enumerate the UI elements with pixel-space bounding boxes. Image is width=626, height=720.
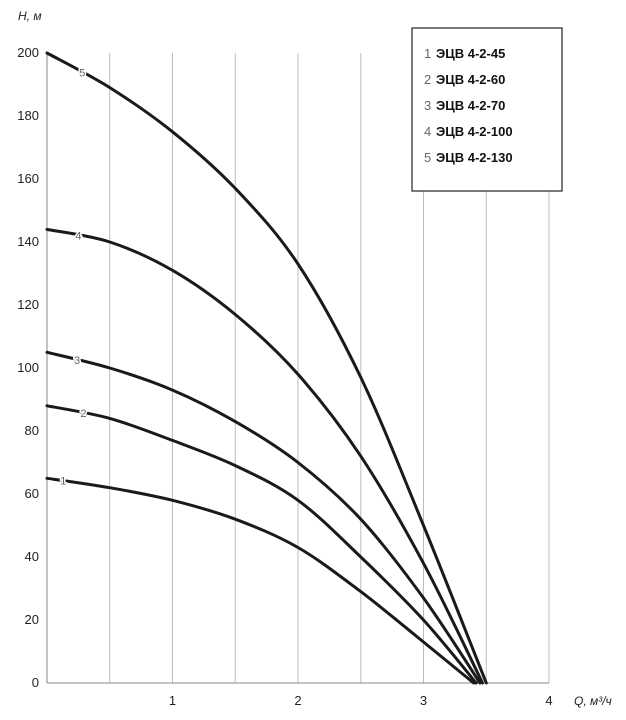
series-curves: 1 2 3 4 5 <box>45 51 488 685</box>
y-tick-label: 40 <box>25 549 39 564</box>
series-label-4: 4 <box>75 231 81 243</box>
legend: 1 ЭЦВ 4-2-45 2 ЭЦВ 4-2-60 3 ЭЦВ 4-2-70 4 ЭЦВ 4-… <box>411 27 563 192</box>
y-tick-labels: 0 20 40 60 80 100 120 140 160 180 200 <box>17 45 39 690</box>
x-tick-label: 2 <box>294 693 301 708</box>
axes <box>46 53 549 684</box>
legend-number: 4 <box>424 124 431 139</box>
series-line-1 <box>45 476 476 685</box>
legend-number: 3 <box>424 98 431 113</box>
legend-entry: ЭЦВ 4-2-130 <box>436 150 513 165</box>
series-line-3 <box>45 350 482 685</box>
y-tick-label: 140 <box>17 234 39 249</box>
y-tick-label: 160 <box>17 171 39 186</box>
y-tick-label: 200 <box>17 45 39 60</box>
x-axis-label: Q, м³/ч <box>574 694 612 708</box>
y-tick-label: 20 <box>25 612 39 627</box>
legend-box <box>411 27 563 192</box>
legend-entry: ЭЦВ 4-2-70 <box>436 98 505 113</box>
series-label-5: 5 <box>79 67 85 79</box>
y-tick-label: 60 <box>25 486 39 501</box>
legend-entry: ЭЦВ 4-2-45 <box>436 46 505 61</box>
series-label-2: 2 <box>80 408 86 420</box>
series-line-4 <box>45 227 484 685</box>
series-line-5 <box>45 51 488 685</box>
y-tick-label: 0 <box>32 675 39 690</box>
x-tick-labels: 1 2 3 4 <box>169 693 553 708</box>
series-line-2 <box>45 404 478 685</box>
x-tick-label: 4 <box>545 693 552 708</box>
legend-number: 2 <box>424 72 431 87</box>
legend-number: 1 <box>424 46 431 61</box>
y-axis-label: Н, м <box>18 9 42 23</box>
x-tick-label: 3 <box>420 693 427 708</box>
y-tick-label: 80 <box>25 423 39 438</box>
x-tick-label: 1 <box>169 693 176 708</box>
series-label-1: 1 <box>60 476 66 488</box>
y-tick-label: 100 <box>17 360 39 375</box>
legend-entry: ЭЦВ 4-2-100 <box>436 124 513 139</box>
legend-entry: ЭЦВ 4-2-60 <box>436 72 505 87</box>
y-tick-label: 180 <box>17 108 39 123</box>
y-tick-label: 120 <box>17 297 39 312</box>
legend-number: 5 <box>424 150 431 165</box>
series-label-3: 3 <box>74 355 80 367</box>
